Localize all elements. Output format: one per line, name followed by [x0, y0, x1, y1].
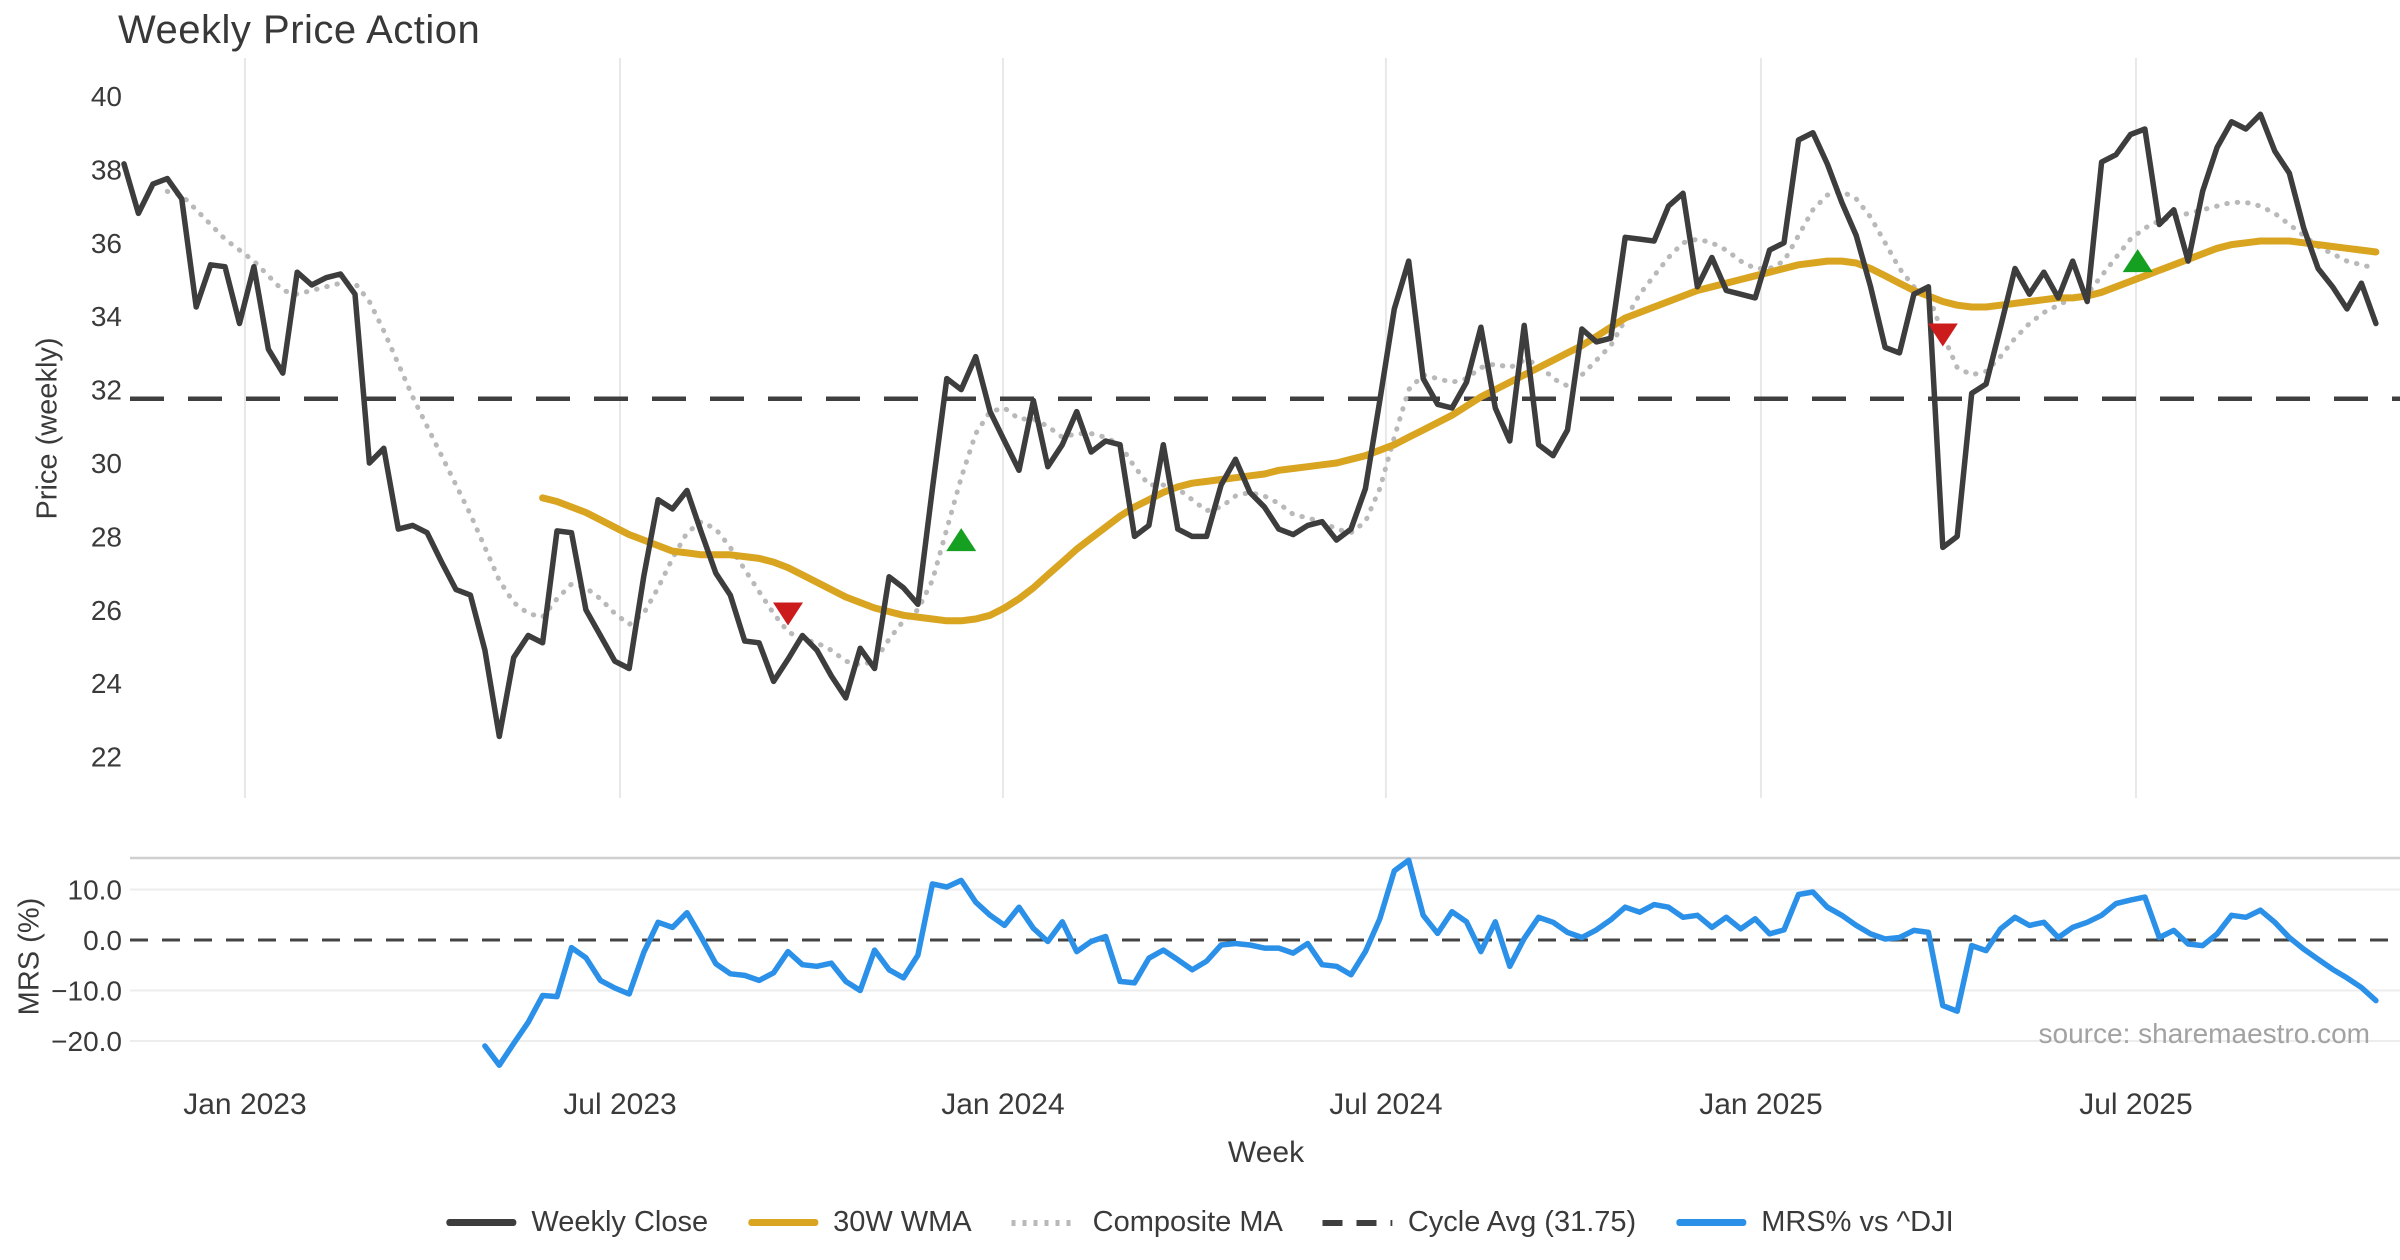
x-tick-label: Jul 2024 — [1329, 1088, 1442, 1121]
legend-item-30w-wma[interactable]: 30W WMA — [748, 1206, 972, 1239]
price-tick-label: 36 — [91, 228, 122, 259]
x-tick-label: Jan 2024 — [941, 1088, 1064, 1121]
price-tick-label: 26 — [91, 595, 122, 626]
sell-signal-marker — [773, 602, 804, 626]
legend: Weekly Close 30W WMA Composite MA Cycle … — [446, 1206, 1954, 1239]
legend-label: Weekly Close — [531, 1206, 709, 1238]
mrs-tick-label: −10.0 — [51, 976, 122, 1007]
price-tick-label: 34 — [91, 301, 122, 332]
price-tick-label: 22 — [91, 742, 122, 773]
buy-signal-marker — [946, 528, 977, 552]
legend-item-mrs[interactable]: MRS% vs ^DJI — [1676, 1206, 1954, 1239]
wma-line — [539, 237, 2380, 625]
weekly-close-swatch-icon — [446, 1219, 517, 1226]
mrs-tick-label: 10.0 — [68, 875, 123, 906]
legend-label: Cycle Avg (31.75) — [1407, 1206, 1637, 1238]
composite-ma-swatch-icon — [1011, 1219, 1078, 1226]
x-axis-label: Week — [1227, 1136, 1305, 1169]
wma-swatch-icon — [748, 1219, 819, 1226]
mrs-line — [482, 857, 2379, 1068]
price-tick-label: 30 — [91, 448, 122, 479]
sell-signal-marker — [1927, 323, 1958, 347]
chart-title: Weekly Price Action — [118, 8, 481, 52]
legend-label: Composite MA — [1092, 1206, 1283, 1238]
x-tick-label: Jan 2025 — [1699, 1088, 1822, 1121]
weekly-close-line — [121, 111, 2379, 740]
price-tick-label: 38 — [91, 154, 122, 185]
price-tick-label: 28 — [91, 521, 122, 552]
mrs-axis-label: MRS (%) — [13, 897, 46, 1016]
legend-item-cycle-avg[interactable]: Cycle Avg (31.75) — [1322, 1206, 1637, 1239]
composite-ma-line — [164, 188, 2379, 668]
price-tick-label: 40 — [91, 81, 122, 112]
mrs-tick-label: −20.0 — [51, 1026, 122, 1057]
legend-item-weekly-close[interactable]: Weekly Close — [446, 1206, 708, 1239]
x-tick-label: Jul 2025 — [2079, 1088, 2192, 1121]
mrs-swatch-icon — [1676, 1219, 1747, 1226]
legend-item-composite-ma[interactable]: Composite MA — [1011, 1206, 1283, 1239]
legend-label: MRS% vs ^DJI — [1761, 1206, 1954, 1238]
buy-signal-marker — [2122, 249, 2153, 273]
legend-label: 30W WMA — [833, 1206, 972, 1238]
price-axis-label: Price (weekly) — [31, 337, 64, 520]
source-credit: source: sharemaestro.com — [2038, 1018, 2370, 1049]
price-tick-label: 32 — [91, 375, 122, 406]
x-tick-label: Jan 2023 — [183, 1088, 306, 1121]
cycle-avg-swatch-icon — [1322, 1219, 1393, 1226]
mrs-tick-label: 0.0 — [83, 925, 122, 956]
x-tick-label: Jul 2023 — [563, 1088, 676, 1121]
price-tick-label: 24 — [91, 668, 122, 699]
